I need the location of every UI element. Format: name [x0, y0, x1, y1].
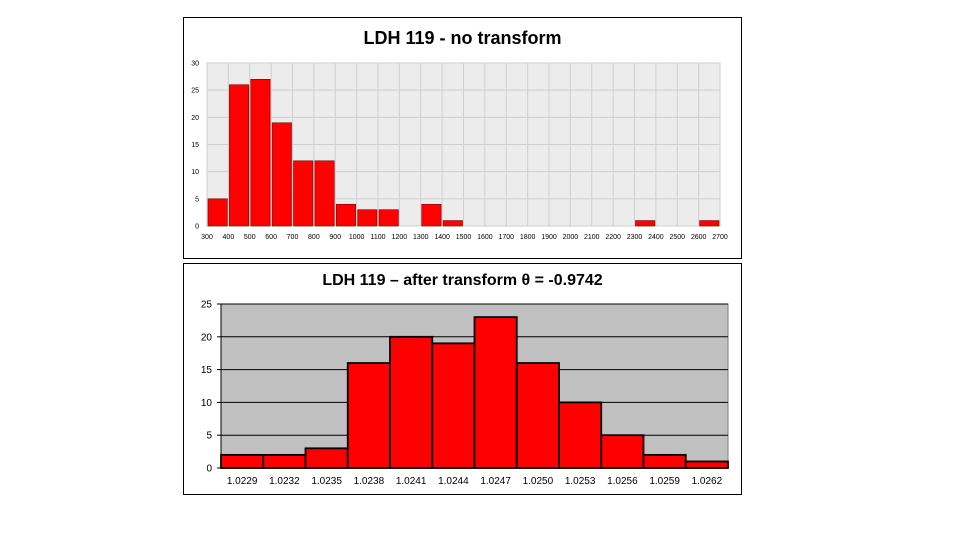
x-tick-label: 2000 — [563, 234, 579, 241]
x-tick-label: 900 — [329, 234, 341, 241]
histogram-bar — [421, 203, 442, 227]
histogram-bar — [442, 220, 463, 227]
y-tick-label: 10 — [191, 169, 199, 176]
x-tick-label: 2700 — [712, 234, 728, 241]
histogram-bar — [378, 209, 399, 227]
x-tick-label: 2100 — [584, 234, 600, 241]
y-tick-label: 30 — [191, 61, 199, 68]
y-tick-label: 0 — [206, 464, 212, 475]
histogram-bar — [271, 122, 292, 227]
x-tick-label: 2600 — [691, 234, 707, 241]
y-tick-label: 20 — [201, 332, 213, 343]
histogram-bar — [431, 342, 476, 469]
histogram-panel-after: LDH 119 – after transform θ = -0.9742 0 5… — [183, 263, 742, 495]
histogram-bar — [699, 220, 720, 227]
histogram-bar — [262, 453, 307, 469]
x-tick-label: 1.0235 — [311, 476, 342, 487]
x-tick-label: 2500 — [669, 234, 685, 241]
x-tick-label: 2400 — [648, 234, 664, 241]
x-tick-label: 1600 — [477, 234, 493, 241]
x-tick-label: 1.0241 — [396, 476, 427, 487]
x-tick-label: 700 — [287, 234, 299, 241]
y-tick-label: 10 — [201, 398, 213, 409]
histogram-bar — [207, 198, 228, 227]
chart-title-after: LDH 119 – after transform θ = -0.9742 — [322, 272, 603, 289]
x-tick-label: 1100 — [370, 234, 385, 241]
histogram-bar — [684, 460, 729, 469]
x-tick-label: 1400 — [434, 234, 450, 241]
histogram-bar — [600, 434, 645, 469]
histogram-before-svg: 0 5 10 15 20 25 30 300 400 500 600 700 800 900 1000 110… — [191, 61, 728, 242]
histogram-bar — [304, 447, 349, 469]
x-tick-label: 600 — [265, 234, 277, 241]
y-tick-label: 25 — [191, 88, 199, 95]
x-tick-label: 800 — [308, 234, 320, 241]
y-tick-label: 15 — [191, 142, 199, 149]
x-tick-label: 1.0256 — [607, 476, 638, 487]
x-tick-label: 1.0244 — [438, 476, 469, 487]
x-tick-label: 1.0259 — [649, 476, 680, 487]
histogram-bar — [515, 362, 560, 469]
histogram-bar — [642, 453, 687, 469]
y-tick-label: 5 — [195, 196, 199, 203]
histogram-bar — [314, 160, 335, 227]
x-tick-label: 1300 — [413, 234, 429, 241]
histogram-panel-before: LDH 119 - no transform 0 5 10 15 20 25 30 300 40… — [183, 17, 742, 259]
x-tick-label: 1.0229 — [227, 476, 258, 487]
y-tick-label: 0 — [195, 224, 199, 231]
x-tick-label: 1.0238 — [354, 476, 385, 487]
y-tick-label: 25 — [201, 300, 213, 311]
histogram-bar — [473, 316, 518, 469]
x-tick-label: 1700 — [498, 234, 514, 241]
histogram-bar — [357, 209, 378, 227]
histogram-bar — [558, 401, 603, 469]
y-tick-label: 5 — [206, 431, 212, 442]
x-tick-label: 1900 — [541, 234, 557, 241]
histogram-bar — [229, 84, 250, 227]
x-tick-label: 2300 — [627, 234, 643, 241]
histogram-bar — [220, 453, 265, 469]
x-tick-label: 1.0250 — [523, 476, 554, 487]
histogram-bar — [389, 335, 434, 469]
x-tick-label: 2200 — [605, 234, 621, 241]
x-tick-label: 300 — [201, 234, 213, 241]
x-tick-label: 1800 — [520, 234, 536, 241]
histogram-after-svg: 0 5 10 15 20 25 1.0229 1.0232 1.0235 1.0238 1.0241… — [201, 300, 729, 487]
histogram-bar — [635, 220, 656, 227]
histogram-bar — [346, 362, 391, 469]
x-tick-label: 1000 — [349, 234, 365, 241]
y-tick-label: 15 — [201, 365, 213, 376]
y-tick-label: 20 — [191, 115, 199, 122]
x-tick-label: 400 — [223, 234, 235, 241]
histogram-bar — [335, 203, 356, 227]
histogram-bar — [293, 160, 314, 227]
x-tick-label: 1500 — [456, 234, 472, 241]
x-tick-label: 500 — [244, 234, 256, 241]
x-tick-label: 1.0253 — [565, 476, 596, 487]
histogram-bar — [250, 78, 271, 227]
x-tick-label: 1.0247 — [480, 476, 511, 487]
x-tick-label: 1.0262 — [692, 476, 723, 487]
x-tick-label: 1200 — [392, 234, 408, 241]
chart-title-before: LDH 119 - no transform — [363, 28, 562, 48]
x-tick-label: 1.0232 — [269, 476, 300, 487]
